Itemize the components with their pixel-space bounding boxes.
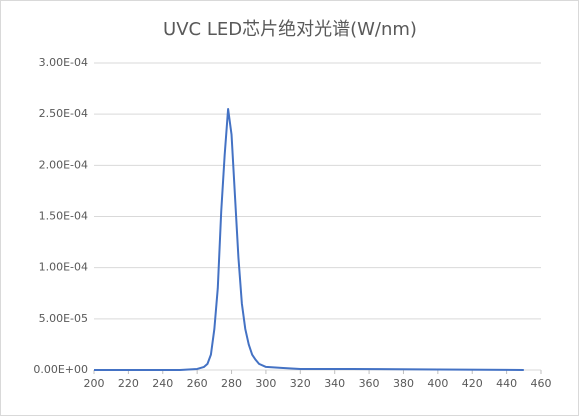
x-tick-label: 300 [255,377,276,390]
line-series [94,108,524,371]
y-tick-label: 5.00E-05 [39,312,88,325]
x-tick-label: 400 [427,377,448,390]
y-tick-label: 2.50E-04 [39,107,88,120]
x-tick-label: 200 [84,377,105,390]
y-tick-label: 3.00E-04 [39,56,88,69]
y-tick-label: 1.50E-04 [39,210,88,223]
x-tick-label: 420 [462,377,483,390]
x-tick-label: 320 [290,377,311,390]
x-tick-label: 380 [393,377,414,390]
y-tick-label: 0.00E+00 [33,363,88,376]
y-tick-label: 1.00E-04 [39,261,88,274]
x-tick-label: 440 [496,377,517,390]
x-tick-label: 260 [187,377,208,390]
x-tick-label: 360 [359,377,380,390]
y-tick-label: 2.00E-04 [39,158,88,171]
chart-title: UVC LED芯片绝对光谱(W/nm) [163,19,417,40]
x-tick-label: 240 [152,377,173,390]
x-tick-label: 460 [531,377,552,390]
x-tick-label: 340 [324,377,345,390]
x-tick-label: 220 [118,377,139,390]
x-tick-label: 280 [221,377,242,390]
